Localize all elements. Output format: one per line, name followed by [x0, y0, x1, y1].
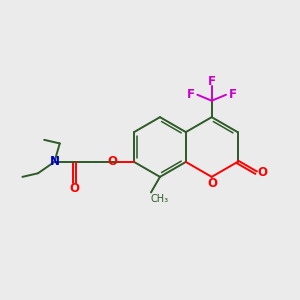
Text: O: O	[107, 155, 117, 168]
Text: F: F	[208, 74, 216, 88]
Text: N: N	[50, 155, 59, 168]
Text: F: F	[229, 88, 237, 101]
Text: O: O	[207, 177, 217, 190]
Text: CH₃: CH₃	[151, 194, 169, 204]
Text: F: F	[187, 88, 195, 101]
Text: O: O	[70, 182, 80, 195]
Text: O: O	[258, 166, 268, 178]
